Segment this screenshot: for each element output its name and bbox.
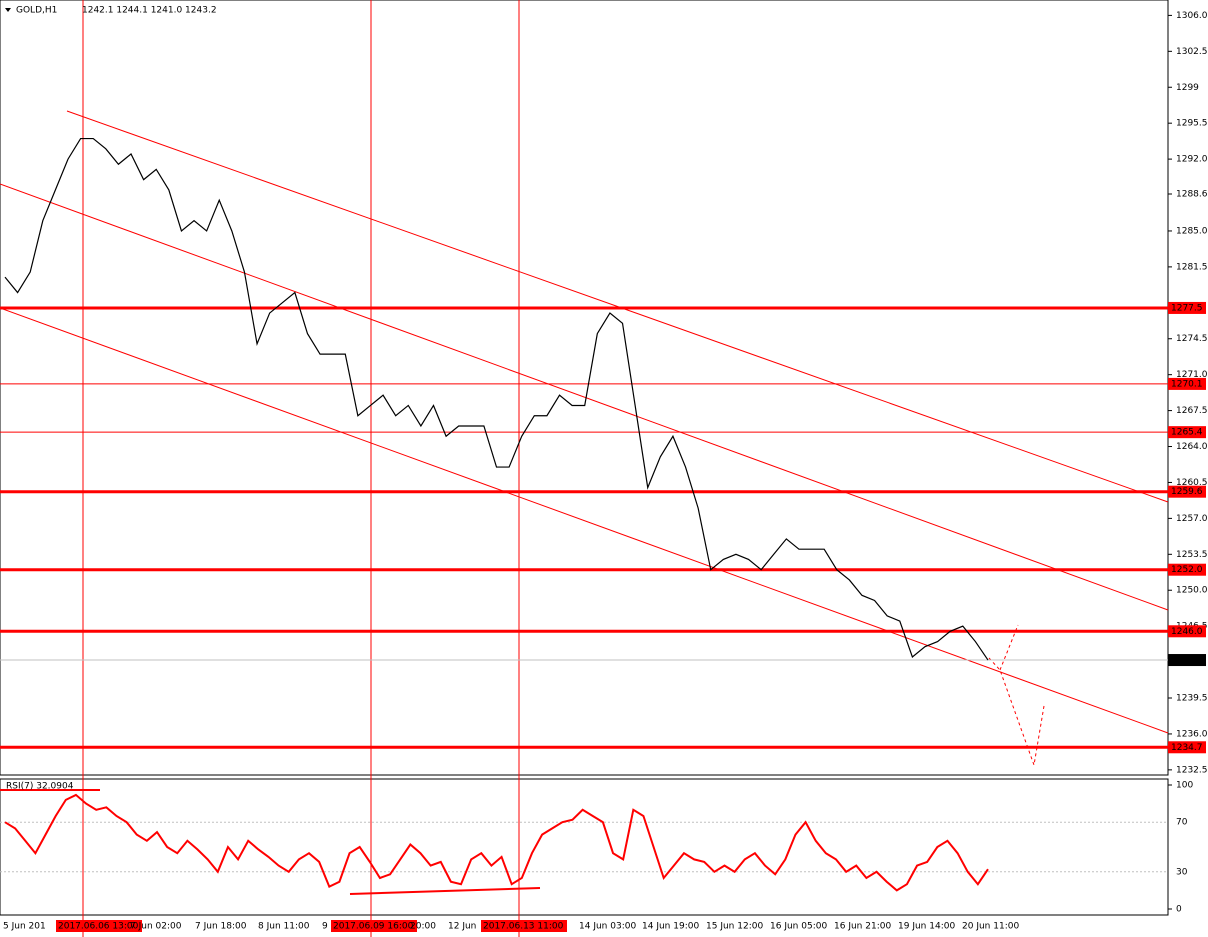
level-tag bbox=[1168, 301, 1206, 314]
menu-arrow[interactable] bbox=[5, 8, 11, 12]
y-tick-label: 1239.5 bbox=[1176, 694, 1208, 704]
y-tick-label: 1306.0 bbox=[1176, 11, 1208, 21]
level-tag-label: 1243.2 bbox=[1171, 656, 1203, 666]
time-label: 16 Jun 21:00 bbox=[834, 922, 891, 932]
channel-line bbox=[0, 307, 1169, 734]
time-highlight bbox=[331, 920, 417, 932]
level-tag-label: 1252.0 bbox=[1171, 565, 1203, 575]
rsi-tick-label: 0 bbox=[1176, 905, 1182, 915]
price-line bbox=[4, 137, 989, 661]
level-tag-label: 1259.6 bbox=[1171, 487, 1203, 497]
time-label: 9 bbox=[322, 922, 328, 932]
rsi-line bbox=[4, 793, 989, 892]
level-tag bbox=[1168, 625, 1206, 638]
rsi-panel bbox=[0, 778, 1169, 916]
time-label: 7 Jun 02:00 bbox=[130, 922, 182, 932]
y-tick-label: 1288.6 bbox=[1176, 190, 1208, 200]
y-tick-label: 1302.5 bbox=[1176, 47, 1208, 57]
y-tick-label: 1264.0 bbox=[1176, 442, 1208, 452]
y-tick-label: 1285.0 bbox=[1176, 226, 1208, 236]
channel-line bbox=[0, 183, 1169, 611]
rsi-tick-label: 30 bbox=[1176, 867, 1188, 877]
y-tick-label: 1257.0 bbox=[1176, 514, 1208, 524]
rsi-title: RSI(7) 32.0904 bbox=[6, 782, 74, 792]
time-label: 15 Jun 12:00 bbox=[706, 922, 763, 932]
y-tick-label: 1299 bbox=[1176, 83, 1199, 93]
level-tag-label: 1277.5 bbox=[1171, 303, 1203, 313]
time-label: 14 Jun 03:00 bbox=[579, 922, 636, 932]
time-label: 16 Jun 05:00 bbox=[770, 922, 827, 932]
rsi-tick-label: 100 bbox=[1176, 781, 1193, 791]
y-tick-label: 1281.5 bbox=[1176, 262, 1208, 272]
projection bbox=[999, 624, 1019, 671]
y-tick-label: 1274.5 bbox=[1176, 334, 1208, 344]
level-tag bbox=[1168, 377, 1206, 390]
chart-layer: 1306.0 1302.5 1299 1295.5 1292.0 1288.6 1285.0… bbox=[0, 11, 1208, 932]
level-tag-label: 1246.0 bbox=[1171, 627, 1203, 637]
level-tag bbox=[1168, 563, 1206, 576]
level-tag-label: 1234.7 bbox=[1171, 743, 1203, 753]
level-tag bbox=[1168, 741, 1206, 754]
y-tick-label: 1250.0 bbox=[1176, 586, 1208, 596]
price-panel bbox=[0, 0, 1169, 776]
time-label: 7 Jun 18:00 bbox=[195, 922, 247, 932]
level-tag bbox=[1168, 485, 1206, 498]
time-label: 20:00 bbox=[410, 922, 436, 932]
y-tick-label: 1232.5 bbox=[1176, 765, 1208, 775]
projection bbox=[988, 657, 1045, 767]
time-label: 14 Jun 19:00 bbox=[642, 922, 699, 932]
y-tick-label: 1253.5 bbox=[1176, 550, 1208, 560]
time-label: 2017.06.09 16:00 bbox=[333, 922, 414, 932]
y-tick-label: 1295.5 bbox=[1176, 119, 1208, 129]
chart-title: GOLD,H1 bbox=[16, 6, 57, 16]
y-tick-label: 1267.5 bbox=[1176, 406, 1208, 416]
level-tag-label: 1265.4 bbox=[1171, 428, 1203, 438]
y-tick-label: 1271.0 bbox=[1176, 370, 1208, 380]
time-label: 8 Jun 11:00 bbox=[258, 922, 310, 932]
y-tick-label: 1260.5 bbox=[1176, 478, 1208, 488]
time-highlight bbox=[481, 920, 567, 932]
time-label: 2017.06.06 13:00 bbox=[58, 922, 139, 932]
level-tag-label: 1270.1 bbox=[1171, 379, 1203, 389]
level-tag bbox=[1168, 426, 1206, 439]
y-tick-label: 1292.0 bbox=[1176, 155, 1208, 165]
time-label: 5 Jun 201 bbox=[3, 922, 46, 932]
rsi-tick-label: 70 bbox=[1176, 818, 1188, 828]
chart-ohlc: 1242.1 1244.1 1241.0 1243.2 bbox=[82, 6, 217, 16]
rsi-trend-line bbox=[349, 887, 541, 895]
time-label: 2017.06.13 11:00 bbox=[483, 922, 564, 932]
time-label: 12 Jun bbox=[448, 922, 476, 932]
time-label: 20 Jun 11:00 bbox=[962, 922, 1019, 932]
y-tick-label: 1236.0 bbox=[1176, 729, 1208, 739]
drawings bbox=[0, 0, 1169, 937]
level-tag bbox=[1168, 654, 1206, 667]
time-label: 19 Jun 14:00 bbox=[898, 922, 955, 932]
time-highlight bbox=[56, 920, 142, 932]
